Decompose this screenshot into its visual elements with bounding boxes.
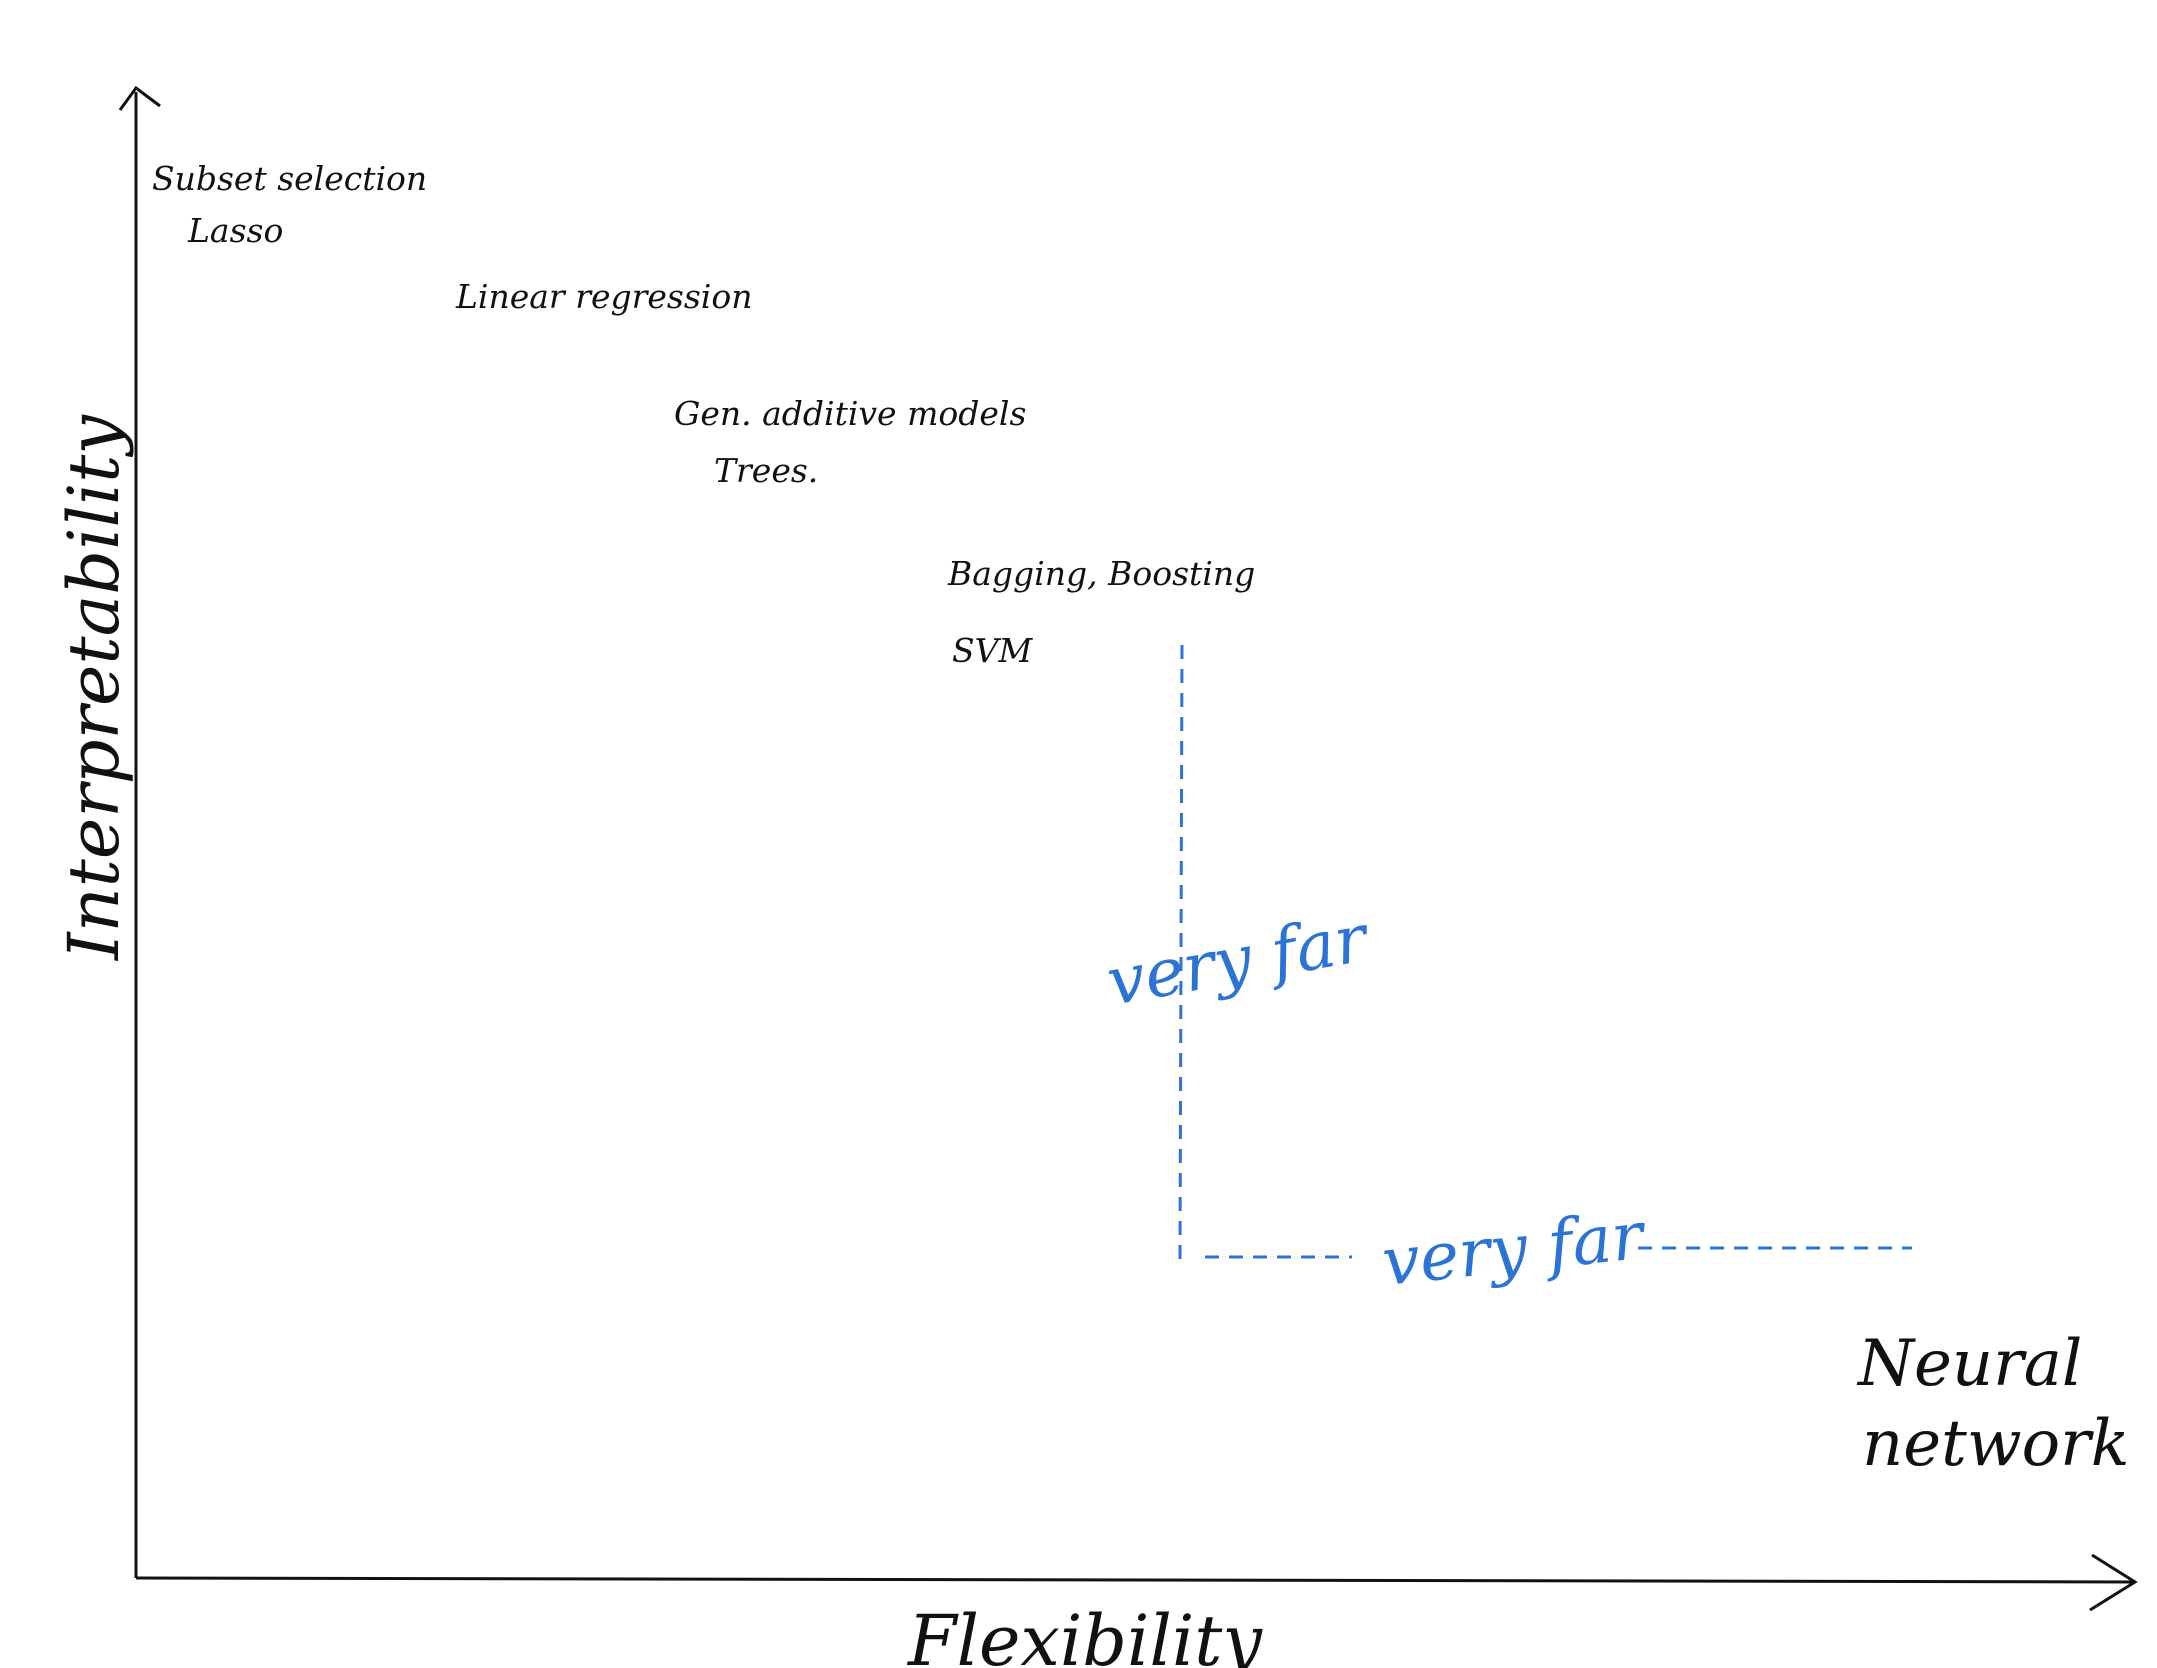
label-linear-regression: Linear regression <box>455 277 752 316</box>
label-lasso: Lasso <box>187 211 283 250</box>
label-network: network <box>1862 1407 2130 1481</box>
label-trees: Trees. <box>714 451 818 490</box>
annotation-horizontal-very-far: very far <box>1379 1197 1651 1301</box>
annotation-vertical-very-far: very far <box>1101 899 1375 1021</box>
label-subset-selection: Subset selection <box>152 159 427 198</box>
label-svm: SVM <box>952 631 1033 670</box>
label-bagging-boosting: Bagging, Boosting <box>947 554 1255 593</box>
label-neural: Neural <box>1856 1327 2082 1401</box>
vertical-dashed-line <box>1178 644 1184 1261</box>
x-axis-label: Flexibility <box>906 1600 1263 1668</box>
x-axis-line <box>135 1576 2136 1584</box>
label-gen-additive-models: Gen. additive models <box>674 394 1026 433</box>
y-axis-arrowhead <box>118 85 161 111</box>
x-axis-arrowhead <box>2089 1553 2138 1612</box>
y-axis-label: Interpretability <box>53 414 135 962</box>
